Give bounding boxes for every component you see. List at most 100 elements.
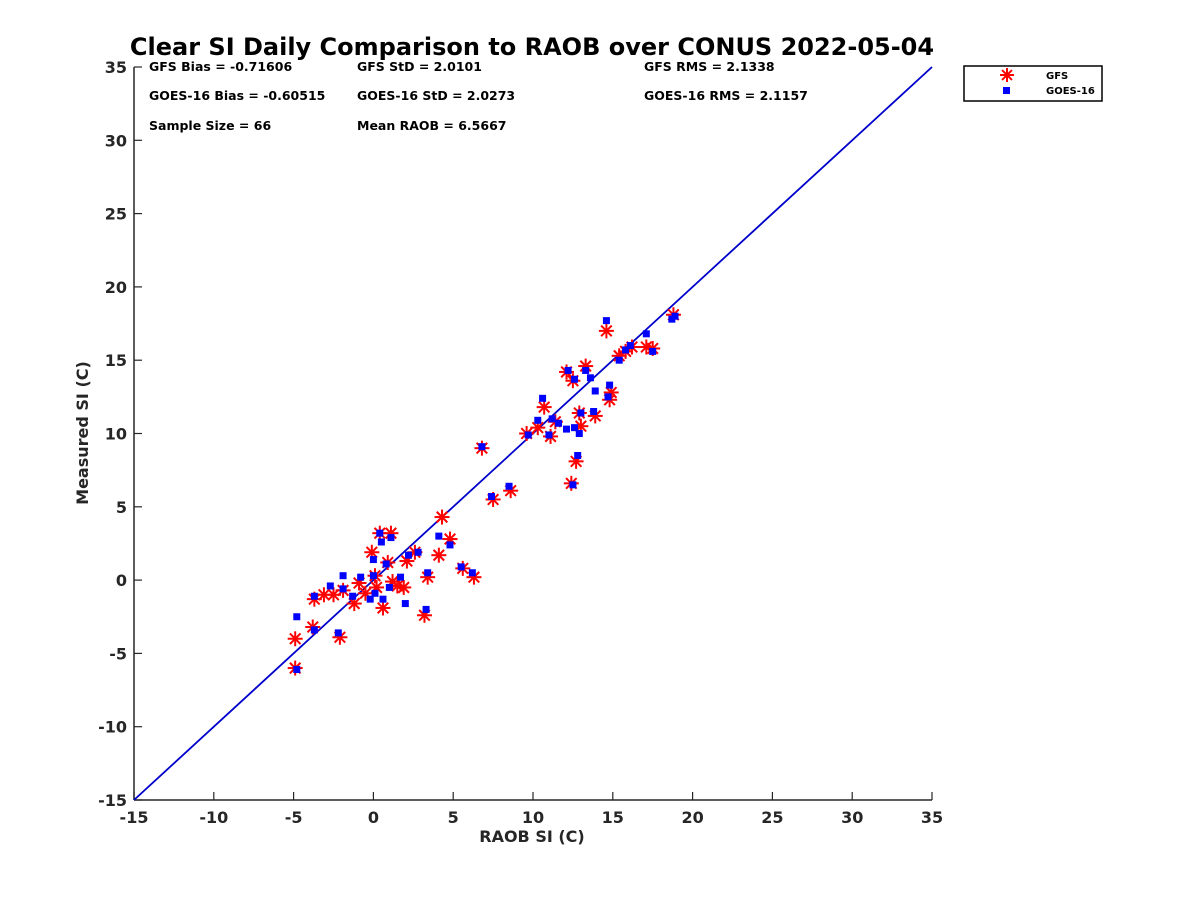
goes-16-point [369, 556, 377, 564]
goes-16-point [339, 585, 347, 593]
goes-16-point [602, 317, 610, 325]
y-tick-label: -10 [98, 718, 127, 737]
goes-16-point [293, 666, 301, 674]
y-tick-label: 15 [105, 351, 127, 370]
goes-16-point [397, 573, 405, 581]
x-tick-label: 30 [841, 808, 863, 827]
x-tick-label: 5 [448, 808, 459, 827]
stat-goes-rms: GOES-16 RMS = 2.1157 [644, 88, 808, 103]
goes-16-point [615, 356, 623, 364]
y-tick-label: 30 [105, 131, 127, 150]
goes-16-point [424, 569, 432, 577]
goes-16-point [310, 592, 318, 600]
chart-title: Clear SI Daily Comparison to RAOB over C… [130, 33, 934, 61]
goes-16-point [534, 416, 542, 424]
x-axis-label: RAOB SI (C) [479, 827, 584, 846]
x-tick-label: 15 [602, 808, 624, 827]
y-tick-label: 5 [116, 498, 127, 517]
goes-16-point [575, 430, 583, 437]
goes-16-point [574, 451, 582, 459]
goes-16-point [357, 573, 365, 581]
x-tick-label: 0 [368, 808, 379, 827]
goes-16-point [569, 481, 577, 489]
gfs-point [287, 631, 303, 647]
goes-16-point [366, 595, 374, 603]
goes-16-point [649, 347, 657, 355]
goes-16-point [505, 482, 513, 490]
x-tick-label: -5 [285, 808, 303, 827]
goes-16-point [334, 629, 342, 637]
gfs-point [383, 525, 399, 541]
goes-16-point [604, 393, 612, 401]
goes-16-point [642, 330, 650, 338]
y-tick-label: -5 [109, 644, 127, 663]
y-tick-label: 10 [105, 425, 127, 444]
x-tick-label: -10 [199, 808, 228, 827]
goes-16-point [590, 408, 598, 416]
goes-16-point [349, 592, 357, 600]
goes-16-point [563, 425, 571, 433]
goes-16-point [524, 431, 532, 439]
stat-gfs-bias: GFS Bias = -0.71606 [149, 59, 292, 74]
gfs-point [536, 399, 552, 415]
goes-16-point [382, 560, 390, 568]
goes-16-point [405, 551, 413, 559]
y-tick-label: 20 [105, 278, 127, 297]
goes-16-point [457, 563, 465, 571]
axes: -15 -10 -5 0 5 10 15 20 25 30 35 -15 -10 -5 0 5 10 15 20 25… [98, 58, 943, 827]
goes-16-point [369, 572, 377, 580]
stat-goes-std: GOES-16 StD = 2.0273 [357, 88, 515, 103]
y-tick-label: 35 [105, 58, 127, 77]
goes-16-point [414, 548, 422, 556]
goes-16-point [626, 342, 634, 350]
gfs-point [346, 596, 362, 612]
goes-16-point [488, 493, 496, 501]
gfs-point [598, 323, 614, 339]
data-points [287, 307, 681, 676]
goes-16-point [539, 394, 547, 402]
y-tick-label: -15 [98, 791, 127, 810]
stat-goes-bias: GOES-16 Bias = -0.60515 [149, 88, 325, 103]
goes-16-point [622, 346, 630, 354]
stat-gfs-rms: GFS RMS = 2.1338 [644, 59, 775, 74]
stat-mean-raob: Mean RAOB = 6.5667 [357, 118, 506, 133]
goes-16-point [401, 600, 409, 608]
goes-16-point [326, 582, 334, 590]
gfs-point [442, 531, 458, 547]
goes-16-point [591, 387, 599, 395]
goes-16-point [339, 572, 347, 580]
goes-16-point [446, 541, 454, 549]
goes-16-point [570, 424, 578, 432]
goes-16-point [577, 409, 585, 417]
goes-16-point [377, 538, 385, 546]
goes-16-point [582, 366, 590, 374]
goes-16-point [586, 374, 594, 382]
stat-gfs-std: GFS StD = 2.0101 [357, 59, 482, 74]
x-tick-label: 20 [681, 808, 703, 827]
legend-goes-label: GOES-16 [1046, 86, 1095, 97]
gfs-point [375, 600, 391, 616]
gfs-point [396, 579, 412, 595]
legend-gfs-label: GFS [1046, 71, 1068, 82]
goes-16-point [379, 595, 387, 603]
y-tick-label: 25 [105, 205, 127, 224]
goes-16-point [468, 569, 476, 577]
x-tick-label: 25 [761, 808, 783, 827]
gfs-point [431, 547, 447, 563]
goes-16-point [310, 626, 318, 634]
stats-block: GFS Bias = -0.71606 GFS StD = 2.0101 GFS… [149, 59, 808, 133]
legend-goes-marker [1003, 87, 1010, 94]
goes-16-point [422, 605, 430, 613]
y-tick-label: 0 [116, 571, 127, 590]
goes-16-point [376, 529, 384, 537]
goes-16-point [564, 366, 572, 374]
gfs-point [434, 509, 450, 525]
x-tick-label: 10 [522, 808, 544, 827]
goes-16-point [671, 312, 679, 320]
goes-16-point [371, 589, 379, 597]
goes-16-point [385, 583, 393, 591]
goes-16-point [555, 419, 563, 427]
legend-gfs-marker [1000, 68, 1014, 82]
goes-16-point [570, 375, 578, 383]
